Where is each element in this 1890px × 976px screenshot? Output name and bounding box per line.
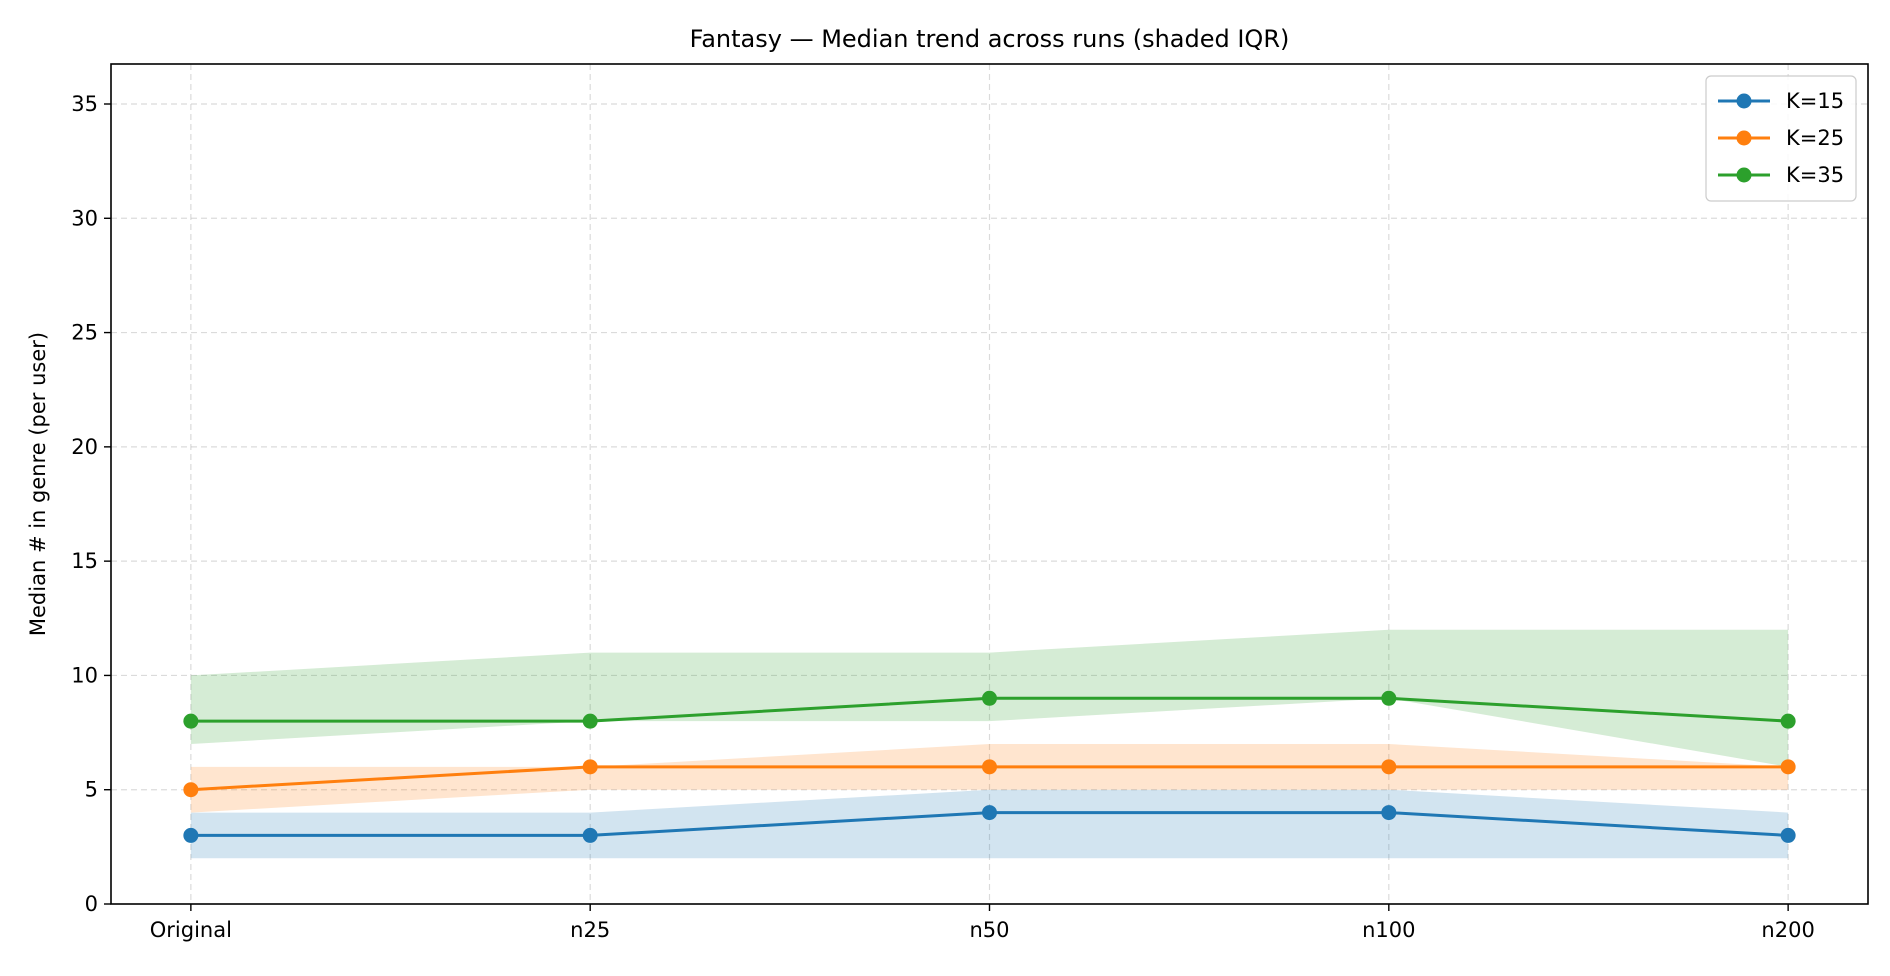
data-point-k-35 bbox=[582, 713, 598, 729]
y-tick-label: 25 bbox=[71, 321, 98, 345]
legend: K=15 K=25 K=35 bbox=[1705, 75, 1857, 202]
x-tick-label: Original bbox=[150, 918, 232, 942]
data-point-k-15 bbox=[582, 827, 598, 843]
data-point-k-15 bbox=[183, 827, 199, 843]
y-tick-label: 30 bbox=[71, 206, 98, 230]
y-tick-label: 35 bbox=[71, 92, 98, 116]
data-point-k-35 bbox=[1780, 713, 1796, 729]
data-point-k-25 bbox=[183, 782, 199, 798]
y-tick-label: 5 bbox=[85, 778, 98, 802]
axis-layer: 0 5 10 15 20 25 30 35 Original n25 n50 n100 n200 bbox=[71, 92, 1815, 942]
x-tick-label: n25 bbox=[570, 918, 610, 942]
y-tick-label: 20 bbox=[71, 435, 98, 459]
legend-label-k-25: K=25 bbox=[1786, 126, 1844, 150]
legend-label-k-15: K=15 bbox=[1786, 89, 1844, 113]
x-tick-label: n100 bbox=[1362, 918, 1415, 942]
data-point-k-35 bbox=[982, 690, 997, 706]
data-point-k-15 bbox=[982, 805, 997, 821]
y-tick-label: 0 bbox=[85, 892, 98, 916]
legend-marker-k-35 bbox=[1736, 167, 1752, 183]
y-tick-label: 15 bbox=[71, 549, 98, 573]
data-point-k-15 bbox=[1780, 827, 1796, 843]
data-point-k-25 bbox=[582, 759, 598, 775]
data-point-k-25 bbox=[1381, 759, 1397, 775]
x-tick-label: n200 bbox=[1761, 918, 1814, 942]
y-axis-label: Median # in genre (per user) bbox=[26, 332, 50, 636]
data-point-k-25 bbox=[982, 759, 997, 775]
data-point-k-25 bbox=[1780, 759, 1796, 775]
x-tick-label: n50 bbox=[969, 918, 1009, 942]
legend-label-k-35: K=35 bbox=[1786, 163, 1844, 187]
series-point-layer bbox=[183, 690, 1796, 843]
data-point-k-35 bbox=[1381, 690, 1397, 706]
chart-title: Fantasy — Median trend across runs (shad… bbox=[690, 25, 1290, 53]
data-point-k-15 bbox=[1381, 805, 1397, 821]
legend-marker-k-25 bbox=[1736, 130, 1752, 146]
data-point-k-35 bbox=[183, 713, 199, 729]
y-tick-label: 10 bbox=[71, 663, 98, 687]
legend-marker-k-15 bbox=[1736, 93, 1752, 109]
